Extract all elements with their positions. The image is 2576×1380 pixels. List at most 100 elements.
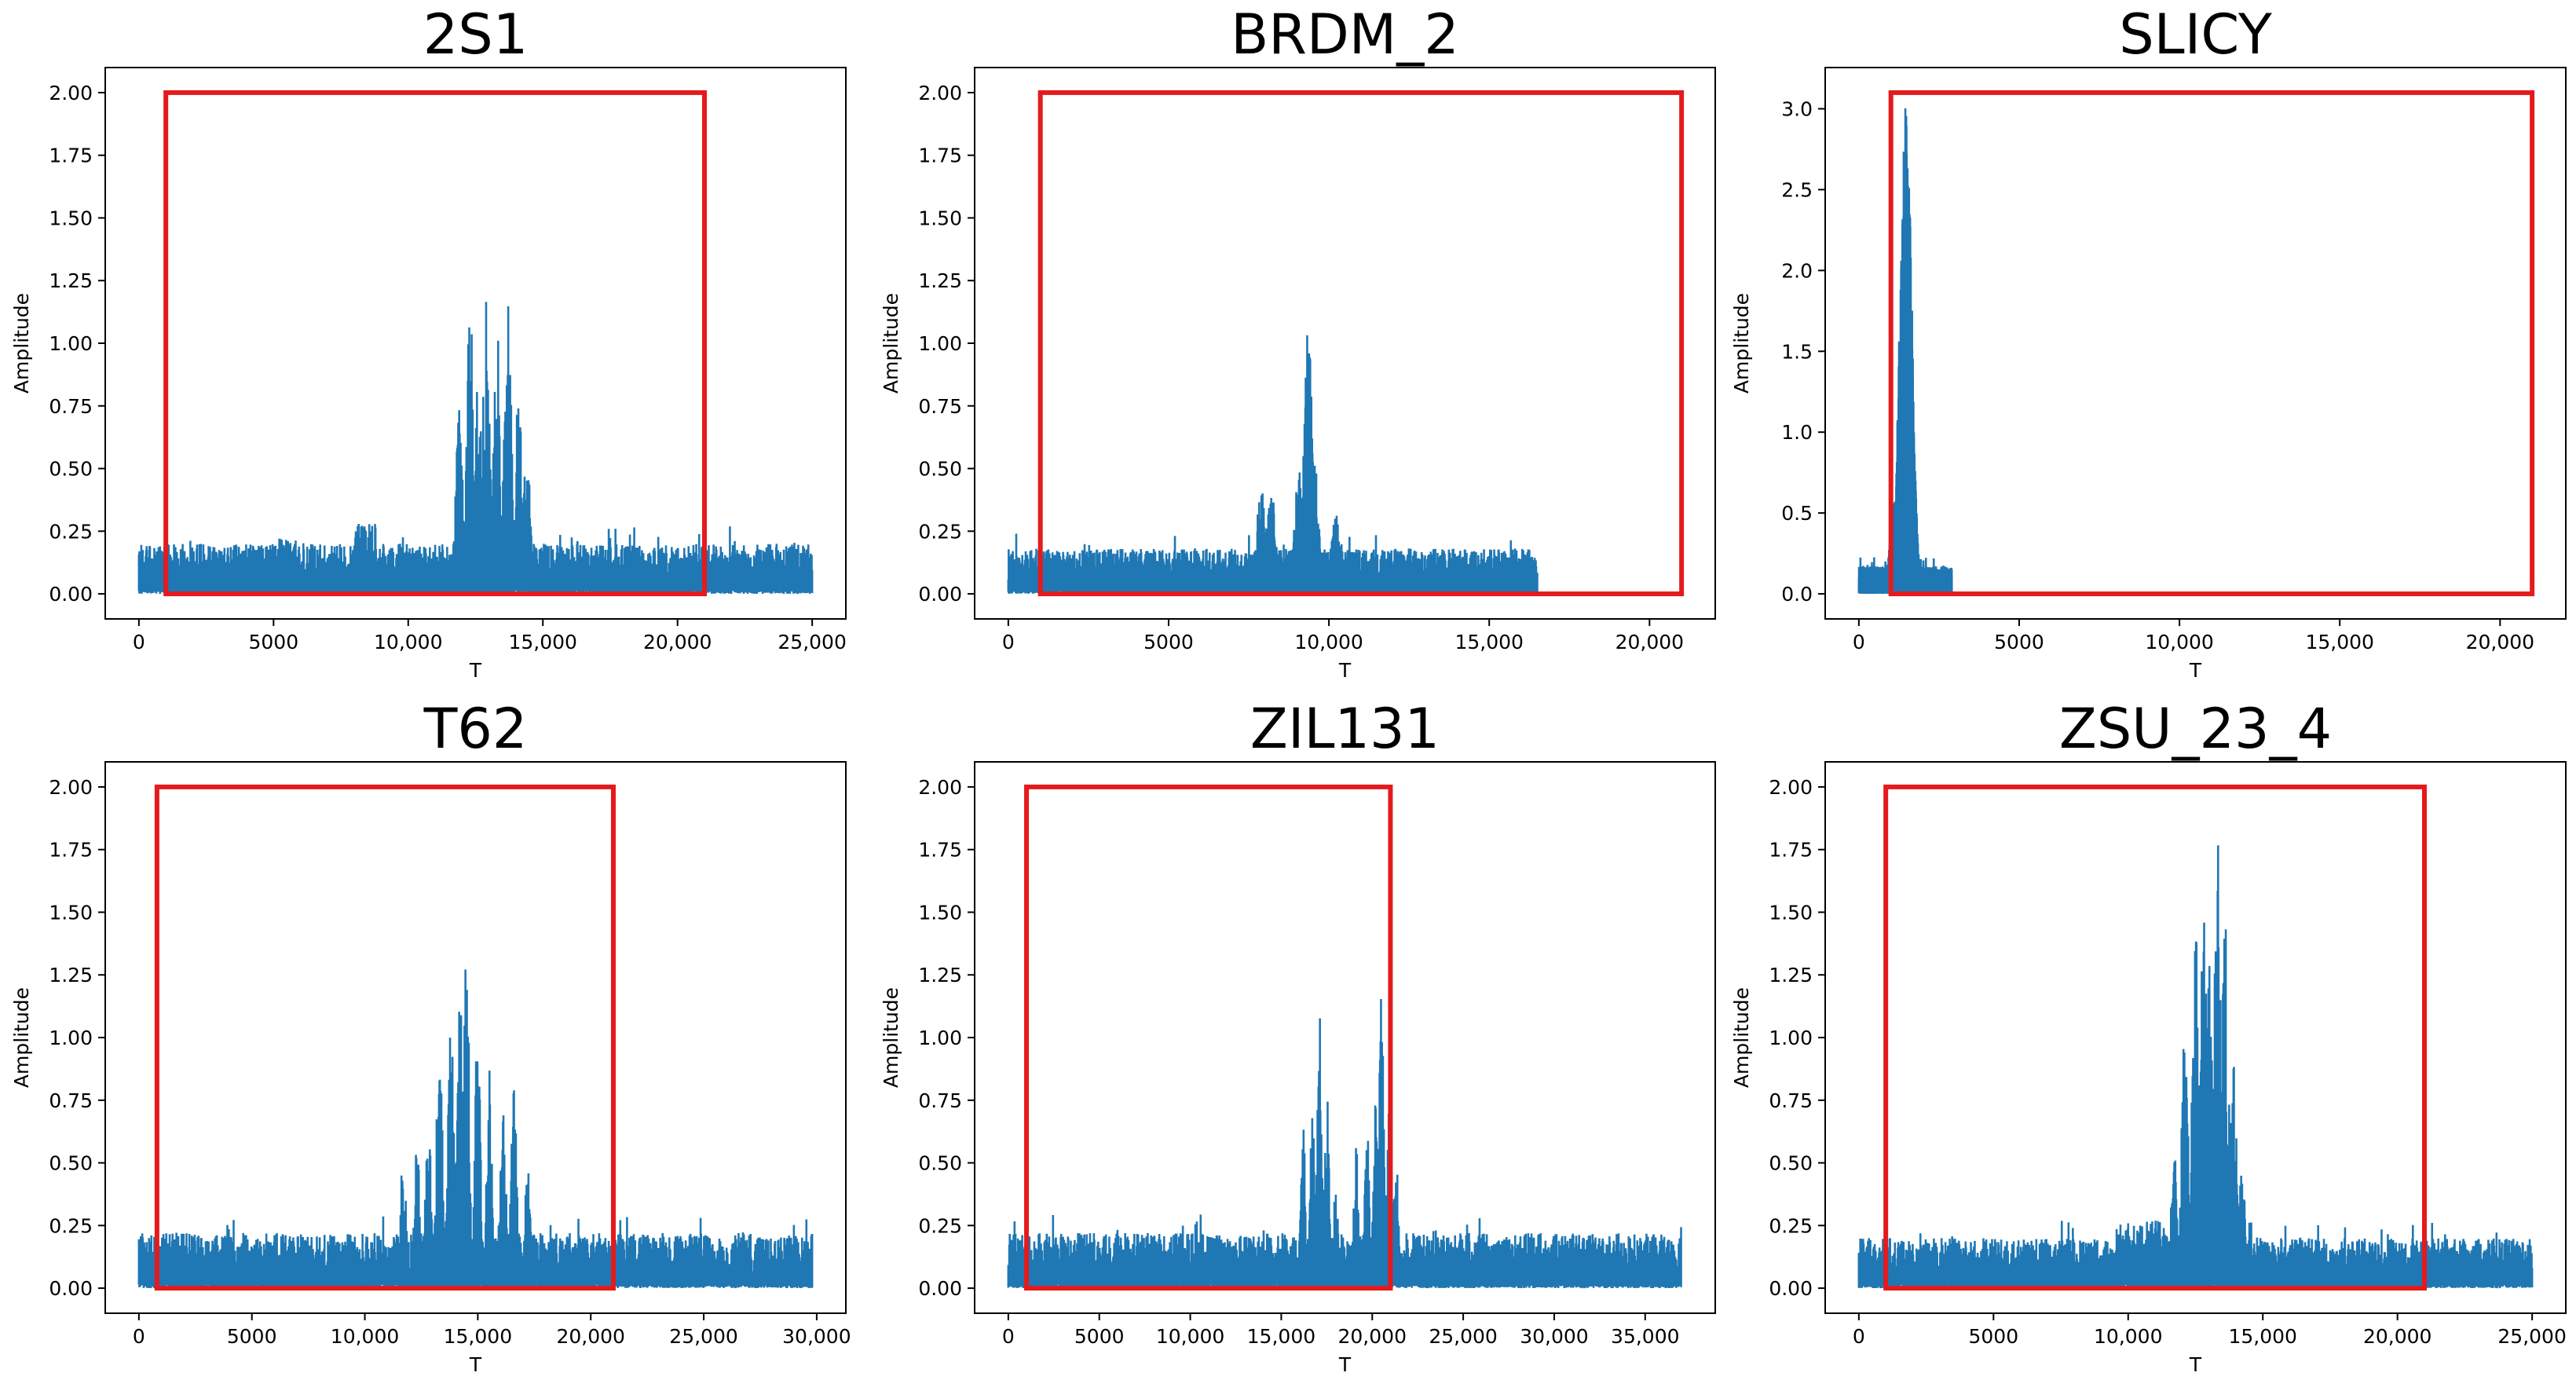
y-tick-label: 0.75 <box>49 395 93 418</box>
y-tick-label: 2.00 <box>1769 776 1813 799</box>
y-axis-label: Amplitude <box>10 293 33 394</box>
y-tick-label: 1.25 <box>49 964 93 986</box>
axes-frame <box>974 67 1716 620</box>
y-axis-label: Amplitude <box>880 293 902 394</box>
x-tick-label: 15,000 <box>1247 1325 1315 1348</box>
signal-series <box>1857 108 1953 595</box>
x-axis-label: T <box>469 659 482 682</box>
y-tick-label: 0.25 <box>1769 1214 1813 1237</box>
x-tick-label: 15,000 <box>2228 1325 2296 1348</box>
y-tick-label: 1.25 <box>918 964 962 986</box>
x-tick-label: 15,000 <box>508 631 576 653</box>
y-tick-label: 0.50 <box>1769 1152 1813 1175</box>
signal-series <box>1857 845 2534 1289</box>
y-tick-label: 0.50 <box>918 458 962 481</box>
y-tick-label: 0.5 <box>1781 502 1813 525</box>
y-axis-label: Amplitude <box>1730 293 1753 394</box>
y-tick-label: 0.50 <box>49 1152 93 1175</box>
chart-panel-5: ZIL131 0 5000 10,000 15,000 20,000 25,000 30,00… <box>880 697 1716 1376</box>
y-tick-label: 0.25 <box>49 1214 93 1237</box>
y-tick-label: 1.0 <box>1781 421 1813 444</box>
x-tick-label: 15,000 <box>444 1325 512 1348</box>
y-tick-label: 1.25 <box>1769 964 1813 986</box>
y-axis-label: Amplitude <box>1730 987 1753 1088</box>
y-tick-label: 1.75 <box>918 145 962 167</box>
x-tick-label: 35,000 <box>1611 1325 1679 1348</box>
x-tick-label: 15,000 <box>2305 631 2373 653</box>
x-tick-label: 5000 <box>249 631 299 653</box>
target-region-box <box>1888 90 2535 597</box>
y-tick-label: 1.50 <box>918 901 962 924</box>
x-tick-label: 0 <box>1853 1325 1865 1348</box>
y-tick-label: 1.50 <box>918 207 962 229</box>
x-tick-label: 25,000 <box>1429 1325 1497 1348</box>
chart-panel-3: SLICY 0 5000 10,000 15,000 20,000 0.0 0.5 1.0 1.5… <box>1730 2 2567 682</box>
chart-title: ZSU_23_4 <box>2059 697 2332 761</box>
y-tick-label: 1.00 <box>918 332 962 355</box>
x-tick-label: 15,000 <box>1454 631 1523 653</box>
y-tick-label: 0.75 <box>918 1089 962 1112</box>
y-tick-label: 2.00 <box>918 776 962 799</box>
x-axis-label: T <box>1338 659 1352 682</box>
x-tick-label: 10,000 <box>2145 631 2213 653</box>
x-tick-label: 25,000 <box>2497 1325 2566 1348</box>
y-tick-label: 1.50 <box>49 901 93 924</box>
y-tick-label: 0.00 <box>918 1277 962 1300</box>
y-tick-label: 0.00 <box>49 583 93 606</box>
x-tick-label: 25,000 <box>778 631 846 653</box>
x-axis-label: T <box>1338 1353 1352 1376</box>
signal-series <box>1007 335 1539 595</box>
chart-title: 2S1 <box>423 2 529 67</box>
chart-panel-6: ZSU_23_4 0 5000 10,000 15,000 20,000 25,000 0.0… <box>1730 697 2567 1376</box>
y-tick-label: 0.75 <box>1769 1089 1813 1112</box>
x-tick-label: 0 <box>1853 631 1865 653</box>
x-tick-label: 5000 <box>1074 1325 1125 1348</box>
target-region-box <box>1883 784 2427 1291</box>
y-tick-label: 1.50 <box>49 207 93 229</box>
x-tick-label: 10,000 <box>374 631 442 653</box>
y-tick-label: 0.75 <box>918 395 962 418</box>
y-tick-label: 0.25 <box>918 520 962 543</box>
y-tick-label: 2.00 <box>918 82 962 104</box>
chart-title: SLICY <box>2119 2 2272 67</box>
y-tick-label: 1.75 <box>49 145 93 167</box>
y-tick-label: 0.50 <box>918 1152 962 1175</box>
y-axis-label: Amplitude <box>10 987 33 1088</box>
target-region-box <box>163 90 707 597</box>
x-tick-label: 5000 <box>227 1325 277 1348</box>
y-tick-label: 2.5 <box>1781 178 1813 201</box>
y-tick-label: 0.75 <box>49 1089 93 1112</box>
y-tick-label: 1.00 <box>918 1027 962 1049</box>
x-tick-label: 5000 <box>1969 1325 2019 1348</box>
target-region-box <box>1037 90 1685 597</box>
x-tick-label: 20,000 <box>1338 1325 1407 1348</box>
y-axis-label: Amplitude <box>880 987 902 1088</box>
chart-title: T62 <box>423 697 528 761</box>
x-tick-label: 30,000 <box>782 1325 851 1348</box>
x-axis-label: T <box>469 1353 482 1376</box>
y-tick-label: 1.5 <box>1781 340 1813 363</box>
x-tick-label: 10,000 <box>331 1325 399 1348</box>
x-tick-label: 30,000 <box>1520 1325 1588 1348</box>
x-axis-label: T <box>2189 1353 2202 1376</box>
x-tick-label: 10,000 <box>1294 631 1363 653</box>
y-tick-label: 1.25 <box>918 269 962 292</box>
x-tick-label: 20,000 <box>2363 1325 2431 1348</box>
y-tick-label: 0.00 <box>918 583 962 606</box>
y-tick-label: 0.00 <box>1769 1277 1813 1300</box>
x-tick-label: 0 <box>1002 631 1015 653</box>
y-tick-label: 1.75 <box>918 839 962 862</box>
axes-frame <box>1824 67 2567 620</box>
y-tick-label: 1.75 <box>1769 839 1813 862</box>
signal-series <box>137 302 814 595</box>
y-tick-label: 3.0 <box>1781 97 1813 120</box>
target-region-box <box>1024 784 1393 1291</box>
y-tick-label: 1.25 <box>49 269 93 292</box>
chart-title: ZIL131 <box>1250 697 1440 761</box>
y-tick-label: 0.25 <box>49 520 93 543</box>
chart-panel-1: 2S1 0 5000 10,000 15,000 20,000 25,000 0.00 0.25… <box>10 2 847 682</box>
x-tick-label: 10,000 <box>2094 1325 2162 1348</box>
y-tick-label: 2.00 <box>49 776 93 799</box>
y-tick-label: 0.25 <box>918 1214 962 1237</box>
